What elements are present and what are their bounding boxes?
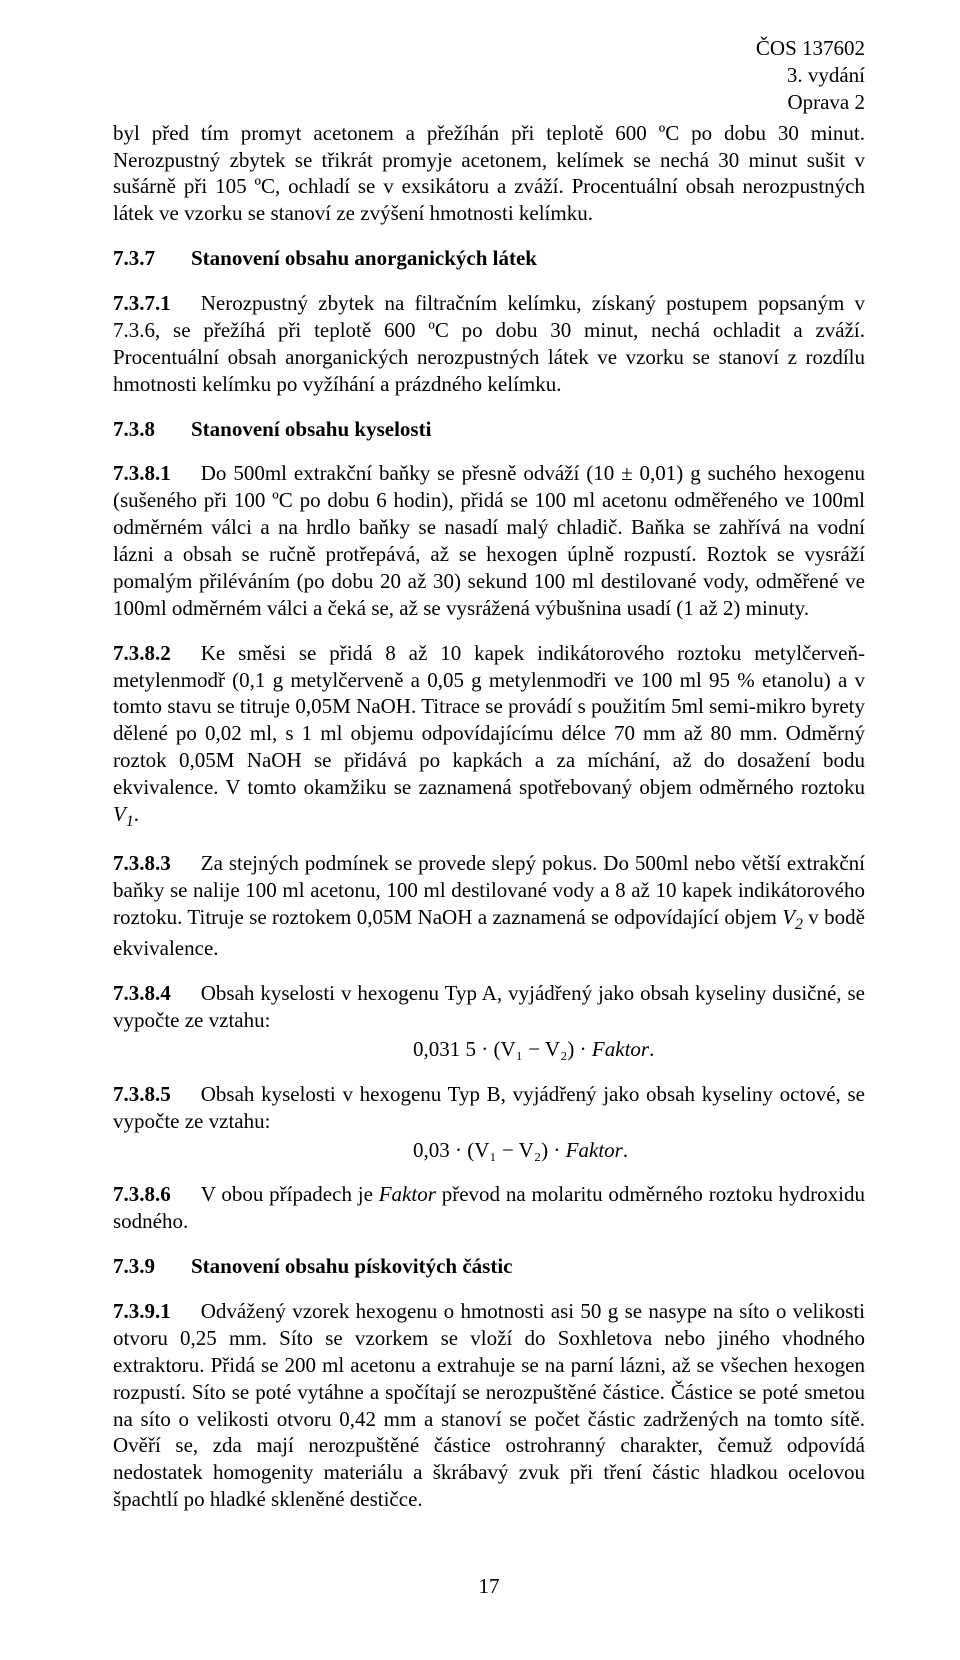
para-7-3-8-6: 7.3.8.6V obou případech je Faktor převod… [113,1181,865,1235]
formula-text: 0,03 · (V₁ − V₂) · [413,1138,566,1162]
para-text-a: Za stejných podmínek se provede slepý po… [113,851,865,929]
para-number: 7.3.8.3 [113,851,171,875]
faktor: Faktor [379,1182,436,1206]
faktor: Faktor [592,1037,649,1061]
para-7-3-8-2: 7.3.8.2Ke směsi se přidá 8 až 10 kapek i… [113,640,865,833]
para-text: Odvážený vzorek hexogenu o hmotnosti asi… [113,1299,865,1511]
para-7-3-7-1: 7.3.7.1Nerozpustný zbytek na filtračním … [113,290,865,398]
para-text: Obsah kyselosti v hexogenu Typ A, vyjádř… [113,981,865,1032]
para-7-3-8-1: 7.3.8.1Do 500ml extrakční baňky se přesn… [113,460,865,621]
edition: 3. vydání [113,62,865,89]
variable-v2: V2 [782,905,803,929]
para-number: 7.3.9.1 [113,1299,171,1323]
page-number: 17 [113,1573,865,1600]
heading-number: 7.3.9 [113,1253,191,1280]
document-page: ČOS 137602 3. vydání Oprava 2 byl před t… [0,0,960,1660]
para-text-a: Ke směsi se přidá 8 až 10 kapek indikáto… [113,641,865,799]
heading-number: 7.3.8 [113,416,191,443]
formula-7-3-8-4: 0,031 5 · (V₁ − V₂) · Faktor. [113,1036,865,1063]
heading-title: Stanovení obsahu kyselosti [191,416,431,443]
para-number: 7.3.7.1 [113,291,171,315]
doc-id: ČOS 137602 [113,35,865,62]
para-7-3-8-3: 7.3.8.3Za stejných podmínek se provede s… [113,850,865,962]
para-number: 7.3.8.6 [113,1182,171,1206]
para-text: Do 500ml extrakční baňky se přesně odváž… [113,461,865,619]
para-number: 7.3.8.4 [113,981,171,1005]
heading-7-3-9: 7.3.9 Stanovení obsahu pískovitých části… [113,1253,865,1280]
para-number: 7.3.8.1 [113,461,171,485]
para-7-3-8-5: 7.3.8.5Obsah kyselosti v hexogenu Typ B,… [113,1081,865,1135]
variable-v1: V1 [113,802,134,826]
para-7-3-9-1: 7.3.9.1Odvážený vzorek hexogenu o hmotno… [113,1298,865,1513]
formula-7-3-8-5: 0,03 · (V₁ − V₂) · Faktor. [113,1137,865,1164]
heading-title: Stanovení obsahu pískovitých částic [191,1253,512,1280]
para-text-b: . [134,802,139,826]
faktor: Faktor [566,1138,623,1162]
heading-number: 7.3.7 [113,245,191,272]
formula-text: 0,031 5 · (V₁ − V₂) · [413,1037,592,1061]
para-text-a: V obou případech je [201,1182,379,1206]
heading-7-3-8: 7.3.8 Stanovení obsahu kyselosti [113,416,865,443]
page-header: ČOS 137602 3. vydání Oprava 2 [113,35,865,116]
para-7-3-8-4: 7.3.8.4Obsah kyselosti v hexogenu Typ A,… [113,980,865,1034]
heading-title: Stanovení obsahu anorganických látek [191,245,537,272]
para-text: Nerozpustný zbytek na filtračním kelímku… [113,291,865,396]
para-text: Obsah kyselosti v hexogenu Typ B, vyjádř… [113,1082,865,1133]
intro-paragraph: byl před tím promyt acetonem a přežíhán … [113,120,865,228]
para-number: 7.3.8.2 [113,641,171,665]
heading-7-3-7: 7.3.7 Stanovení obsahu anorganických lát… [113,245,865,272]
correction: Oprava 2 [113,89,865,116]
para-number: 7.3.8.5 [113,1082,171,1106]
